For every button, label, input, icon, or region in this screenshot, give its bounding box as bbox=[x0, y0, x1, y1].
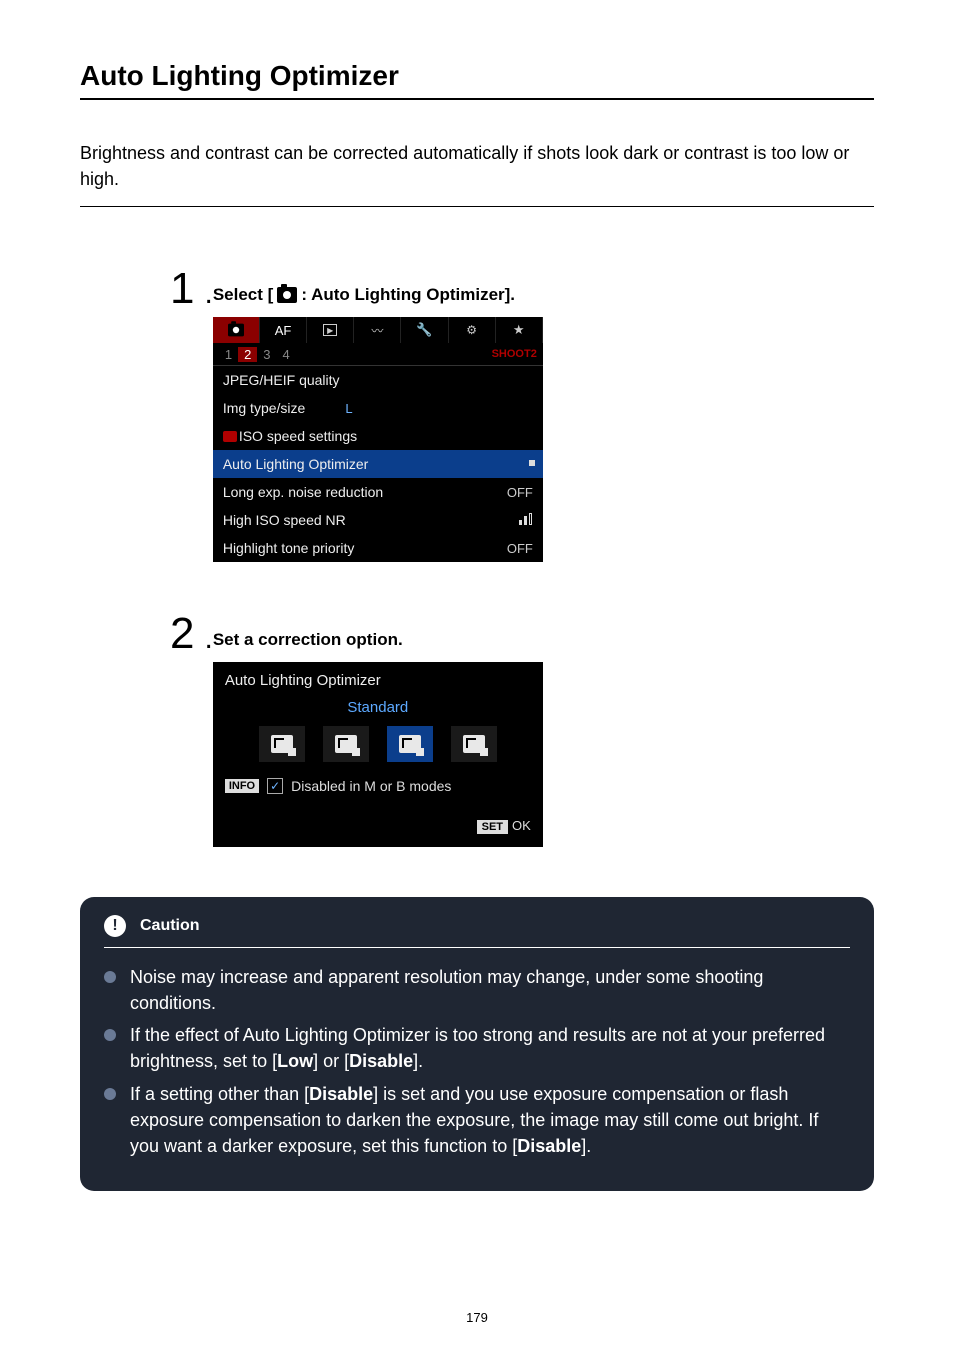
caution-item-2: If the effect of Auto Lighting Optimizer… bbox=[104, 1022, 850, 1074]
tab-af[interactable]: AF bbox=[260, 317, 307, 343]
option-standard[interactable] bbox=[387, 726, 433, 762]
gear-icon: ⚙ bbox=[466, 323, 477, 337]
caution-title: Caution bbox=[140, 917, 200, 935]
caution-text: Noise may increase and apparent resoluti… bbox=[130, 964, 850, 1016]
tab-mymenu[interactable]: ★ bbox=[496, 317, 543, 343]
caution-text: If a setting other than [Disable] is set… bbox=[130, 1081, 850, 1159]
step-2-number: 2. bbox=[170, 612, 213, 656]
menu-screenshot: AF ▶ 〰 🔧 ⚙ ★ bbox=[213, 317, 543, 562]
step-1-title-prefix: Select [ bbox=[213, 285, 273, 305]
menu-value: OFF bbox=[507, 485, 533, 500]
subpage-1[interactable]: 1 bbox=[219, 347, 238, 362]
alo-std-icon bbox=[399, 735, 421, 753]
step-2-title: Set a correction option. bbox=[213, 630, 543, 650]
menu-iso[interactable]: ISO speed settings bbox=[213, 422, 543, 450]
tab-shoot[interactable] bbox=[213, 317, 260, 343]
step-1-body: Select [ : Auto Lighting Optimizer]. AF … bbox=[213, 267, 543, 562]
tab-wireless[interactable]: 〰 bbox=[354, 317, 401, 343]
caution-icon: ! bbox=[104, 915, 126, 937]
menu-label: Img type/size bbox=[223, 400, 305, 416]
subpage-3[interactable]: 3 bbox=[257, 347, 276, 362]
option-low[interactable] bbox=[323, 726, 369, 762]
caution-item-1: Noise may increase and apparent resoluti… bbox=[104, 964, 850, 1016]
menu-alo[interactable]: Auto Lighting Optimizer bbox=[213, 450, 543, 478]
set-ok: SET OK bbox=[213, 818, 543, 839]
page-number: 179 bbox=[0, 1310, 954, 1325]
star-icon: ★ bbox=[513, 322, 525, 338]
menu-label: Auto Lighting Optimizer bbox=[223, 456, 369, 472]
nr-bars-icon bbox=[519, 513, 533, 525]
option-title: Auto Lighting Optimizer bbox=[213, 662, 543, 695]
tab-setup[interactable]: 🔧 bbox=[401, 317, 448, 343]
alo-low-icon bbox=[335, 735, 357, 753]
intro-text: Brightness and contrast can be corrected… bbox=[80, 140, 874, 207]
step-2-body: Set a correction option. Auto Lighting O… bbox=[213, 612, 543, 847]
menu-value-icon bbox=[519, 513, 533, 528]
caution-head: ! Caution bbox=[104, 915, 850, 948]
play-icon: ▶ bbox=[323, 324, 337, 336]
alo-high-icon bbox=[463, 735, 485, 753]
caution-list: Noise may increase and apparent resoluti… bbox=[104, 964, 850, 1159]
step-1-title-suffix: : Auto Lighting Optimizer]. bbox=[301, 285, 515, 305]
info-badge[interactable]: INFO bbox=[225, 779, 259, 793]
caution-text: If the effect of Auto Lighting Optimizer… bbox=[130, 1022, 850, 1074]
subpage-row: 1 2 3 4 SHOOT2 bbox=[213, 343, 543, 366]
option-screenshot: Auto Lighting Optimizer Standard INFO ✓ … bbox=[213, 662, 543, 847]
bullet-icon bbox=[104, 1088, 116, 1100]
caution-box: ! Caution Noise may increase and apparen… bbox=[80, 897, 874, 1191]
checkbox[interactable]: ✓ bbox=[267, 778, 283, 794]
set-badge[interactable]: SET bbox=[477, 820, 508, 834]
wrench-icon: 🔧 bbox=[416, 322, 432, 338]
menu-label: Highlight tone priority bbox=[223, 540, 355, 556]
subpage-4[interactable]: 4 bbox=[277, 347, 296, 362]
iso-camera-icon bbox=[223, 431, 237, 442]
step-1: 1. Select [ : Auto Lighting Optimizer]. … bbox=[170, 267, 874, 562]
menu-label: High ISO speed NR bbox=[223, 512, 346, 528]
step-1-number: 1. bbox=[170, 267, 213, 311]
bullet-icon bbox=[104, 1029, 116, 1041]
step-1-title: Select [ : Auto Lighting Optimizer]. bbox=[213, 285, 543, 305]
page-label: SHOOT2 bbox=[492, 348, 537, 360]
info-row: INFO ✓ Disabled in M or B modes bbox=[213, 772, 543, 818]
tab-row: AF ▶ 〰 🔧 ⚙ ★ bbox=[213, 317, 543, 343]
page-title: Auto Lighting Optimizer bbox=[80, 60, 874, 100]
tab-custom[interactable]: ⚙ bbox=[449, 317, 496, 343]
menu-label: JPEG/HEIF quality bbox=[223, 372, 340, 388]
step-2: 2. Set a correction option. Auto Lightin… bbox=[170, 612, 874, 847]
menu-label: ISO speed settings bbox=[239, 428, 357, 444]
menu-highlight-tone[interactable]: Highlight tone priority OFF bbox=[213, 534, 543, 562]
tab-playback[interactable]: ▶ bbox=[307, 317, 354, 343]
menu-jpeg-heif[interactable]: JPEG/HEIF quality bbox=[213, 366, 543, 394]
menu-value: OFF bbox=[507, 541, 533, 556]
bullet-icon bbox=[104, 971, 116, 983]
option-selected-label: Standard bbox=[213, 695, 543, 726]
camera-icon bbox=[277, 287, 297, 303]
ok-label: OK bbox=[512, 818, 531, 833]
camera-tab-icon bbox=[228, 324, 244, 337]
menu-label: Long exp. noise reduction bbox=[223, 484, 383, 500]
alo-off-icon bbox=[271, 735, 293, 753]
menu-img-type[interactable]: Img type/size L bbox=[213, 394, 543, 422]
page: Auto Lighting Optimizer Brightness and c… bbox=[0, 0, 954, 1345]
caution-item-3: If a setting other than [Disable] is set… bbox=[104, 1081, 850, 1159]
wireless-icon: 〰 bbox=[371, 322, 383, 339]
info-text: Disabled in M or B modes bbox=[291, 778, 451, 794]
option-high[interactable] bbox=[451, 726, 497, 762]
subpage-2[interactable]: 2 bbox=[238, 347, 257, 362]
menu-value: L bbox=[345, 401, 352, 416]
option-off[interactable] bbox=[259, 726, 305, 762]
menu-high-iso-nr[interactable]: High ISO speed NR bbox=[213, 506, 543, 534]
menu-long-exp[interactable]: Long exp. noise reduction OFF bbox=[213, 478, 543, 506]
option-row bbox=[213, 726, 543, 772]
